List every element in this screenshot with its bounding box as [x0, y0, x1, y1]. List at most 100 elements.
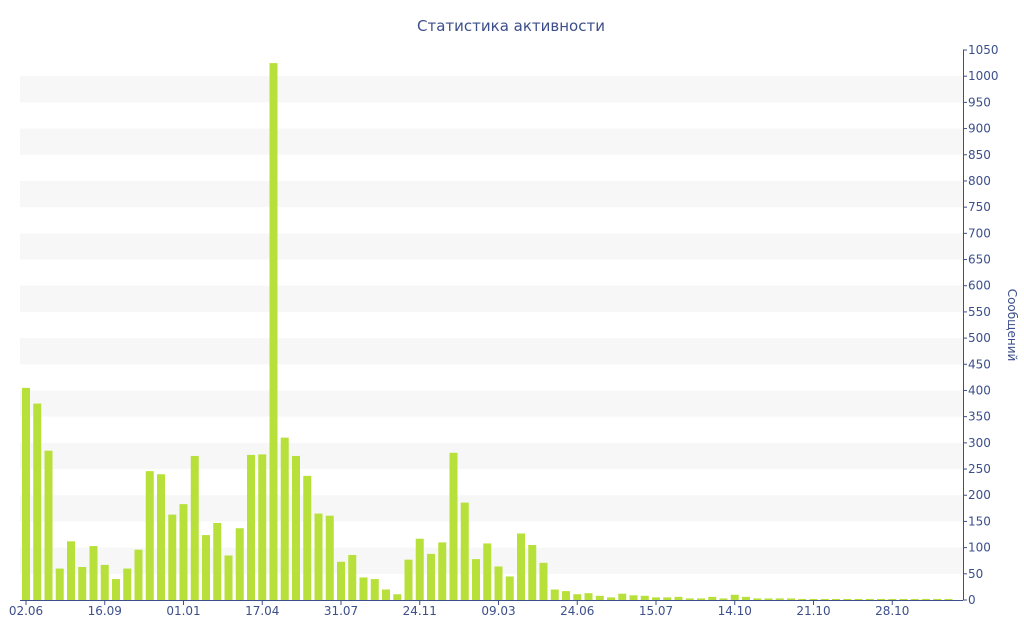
x-tick-label: 28.10	[875, 604, 909, 618]
x-tick-label: 31.07	[324, 604, 358, 618]
bar	[550, 589, 559, 600]
grid-band	[20, 128, 963, 155]
bar	[528, 545, 537, 600]
bar	[899, 598, 908, 600]
x-tick-label: 09.03	[481, 604, 515, 618]
bar	[472, 559, 480, 600]
bar	[877, 598, 885, 600]
bar	[888, 598, 897, 600]
bar	[337, 561, 345, 600]
y-tick-label: 250	[968, 462, 991, 476]
bar	[753, 598, 762, 600]
grid-band	[20, 390, 963, 417]
bar	[730, 594, 739, 600]
bar	[157, 474, 165, 600]
bar	[78, 567, 87, 600]
bar	[123, 568, 132, 600]
bar	[607, 597, 615, 600]
bar-series	[22, 63, 953, 601]
x-tick-label: 02.06	[9, 604, 43, 618]
bar	[168, 514, 177, 600]
axes	[20, 50, 964, 601]
bar	[438, 542, 447, 600]
bar	[280, 437, 289, 600]
y-tick-label: 350	[968, 410, 991, 424]
bar	[235, 528, 244, 600]
bar	[742, 596, 750, 600]
y-tick-labels: 0 50 100 150 200 250 300 350 400 450 500 550 600 650 7…	[963, 43, 999, 607]
bar	[348, 554, 357, 600]
bar	[483, 543, 492, 600]
bar	[820, 598, 829, 600]
bar	[427, 553, 435, 600]
bar	[494, 566, 503, 600]
bar	[865, 598, 874, 600]
y-tick-label: 200	[968, 488, 991, 502]
bar	[775, 598, 784, 600]
bar	[674, 596, 683, 600]
y-tick-label: 550	[968, 305, 991, 319]
grid-band	[20, 233, 963, 260]
x-tick-label: 17.04	[245, 604, 279, 618]
bar	[618, 593, 627, 600]
bar	[145, 471, 154, 600]
bar	[629, 595, 638, 600]
bar	[325, 515, 334, 600]
bar	[809, 598, 818, 600]
bar	[697, 598, 705, 600]
y-tick-label: 1000	[968, 69, 999, 83]
y-tick-label: 50	[968, 567, 983, 581]
x-tick-labels: 02.06 16.09 01.01 17.04 31.07 24.11 09.03 24.06…	[9, 600, 909, 618]
y-tick-label: 1050	[968, 43, 999, 57]
bar	[573, 594, 582, 600]
bar	[393, 594, 402, 600]
chart-title: Статистика активности	[417, 17, 605, 35]
y-tick-label: 750	[968, 200, 991, 214]
bar	[67, 541, 75, 600]
bar	[134, 549, 143, 600]
y-tick-label: 400	[968, 383, 991, 397]
bar	[685, 598, 694, 600]
bar	[640, 595, 649, 600]
x-tick-label: 21.10	[796, 604, 830, 618]
bar	[562, 591, 570, 600]
y-tick-label: 900	[968, 122, 991, 136]
x-tick-label: 01.01	[166, 604, 200, 618]
bar	[202, 535, 210, 600]
bar	[404, 559, 413, 600]
y-tick-label: 850	[968, 148, 991, 162]
y-tick-label: 500	[968, 331, 991, 345]
y-tick-label: 650	[968, 253, 991, 267]
bar	[854, 598, 863, 600]
bar	[100, 564, 109, 600]
y-tick-label: 700	[968, 226, 991, 240]
y-tick-label: 950	[968, 95, 991, 109]
x-tick-label: 15.07	[639, 604, 673, 618]
bar	[44, 450, 53, 600]
bar	[382, 589, 390, 600]
bar	[922, 598, 930, 600]
grid-band	[20, 547, 963, 574]
bar	[213, 523, 222, 600]
bar	[370, 579, 379, 600]
bar	[910, 598, 919, 600]
bar	[719, 598, 728, 600]
bar	[89, 546, 98, 600]
x-tick-label: 16.09	[88, 604, 122, 618]
grid-band	[20, 76, 963, 103]
bar	[505, 576, 514, 600]
bar	[55, 568, 64, 600]
grid-band	[20, 495, 963, 522]
grid-band	[20, 180, 963, 208]
bar	[415, 538, 424, 600]
y-tick-label: 0	[968, 593, 976, 607]
bar	[314, 513, 323, 600]
bar	[33, 403, 42, 600]
bar	[539, 562, 548, 600]
y-tick-label: 100	[968, 541, 991, 555]
bar	[269, 63, 278, 601]
y-tick-label: 800	[968, 174, 991, 188]
grid-band	[20, 285, 963, 312]
